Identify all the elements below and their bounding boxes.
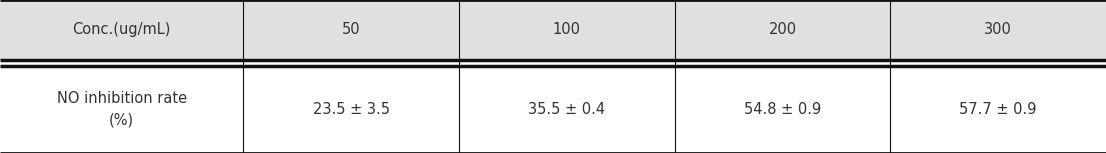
Bar [459, 0, 675, 60]
Text: 100: 100 [553, 22, 581, 37]
Text: 300: 300 [984, 22, 1012, 37]
Bar [890, 66, 1106, 153]
Bar [243, 0, 459, 60]
Text: 23.5 ± 3.5: 23.5 ± 3.5 [313, 102, 389, 117]
Bar [0, 66, 243, 153]
Text: Conc.(ug/mL): Conc.(ug/mL) [73, 22, 170, 37]
Bar [890, 0, 1106, 60]
Bar [0, 0, 243, 60]
Text: 35.5 ± 0.4: 35.5 ± 0.4 [529, 102, 605, 117]
Bar [243, 66, 459, 153]
Bar [459, 66, 675, 153]
Bar [675, 66, 890, 153]
Text: 54.8 ± 0.9: 54.8 ± 0.9 [744, 102, 821, 117]
Text: NO inhibition rate
(%): NO inhibition rate (%) [56, 91, 187, 128]
Bar [675, 0, 890, 60]
Text: 200: 200 [769, 22, 796, 37]
Text: 57.7 ± 0.9: 57.7 ± 0.9 [959, 102, 1037, 117]
Text: 50: 50 [342, 22, 361, 37]
